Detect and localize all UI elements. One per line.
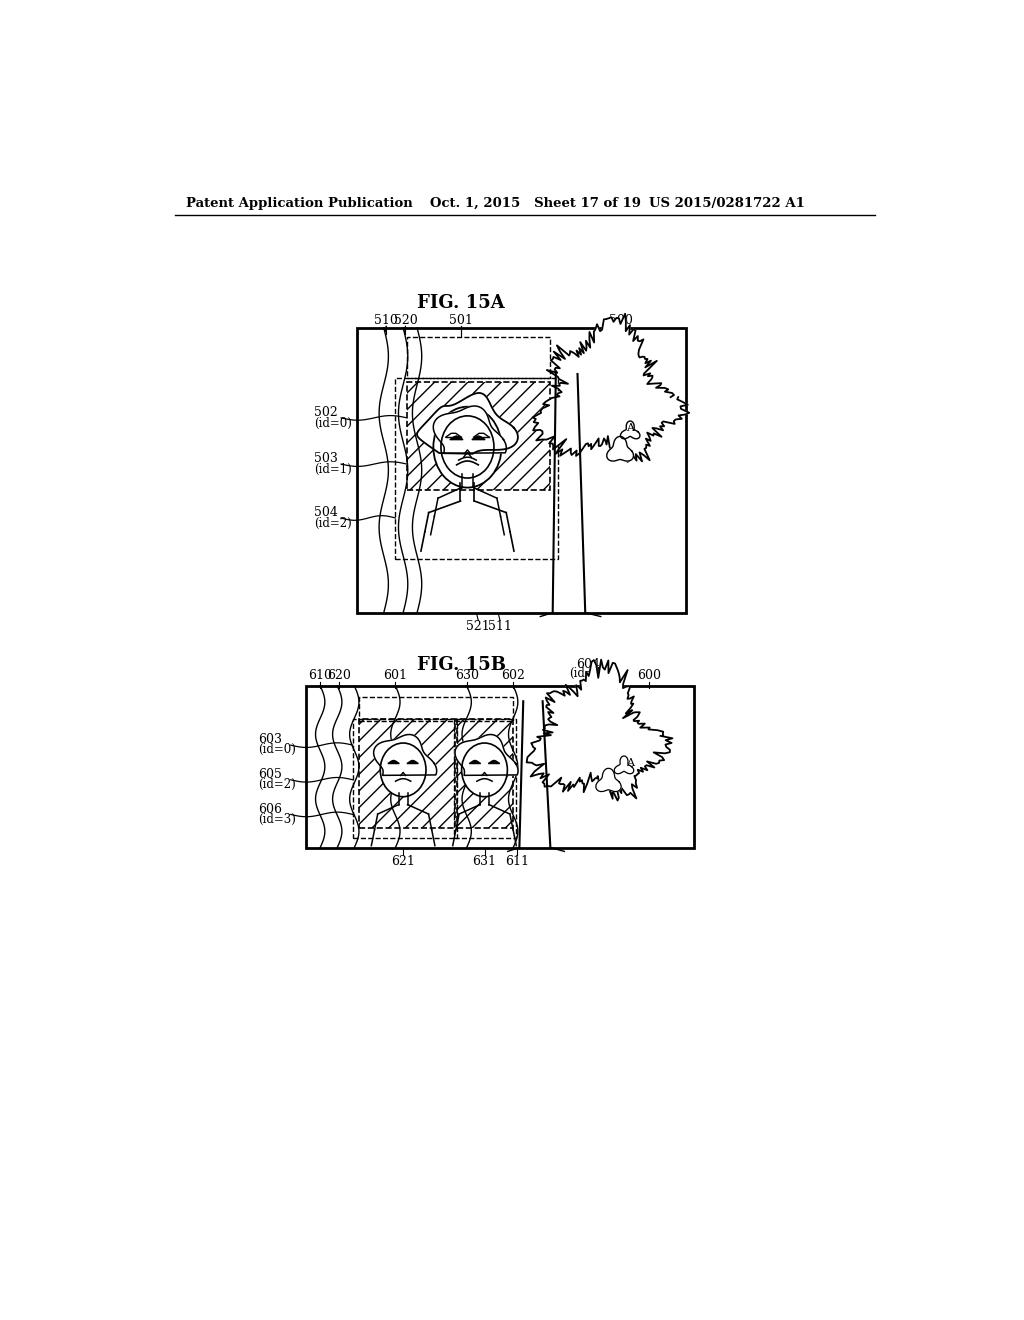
Text: 611: 611	[505, 855, 529, 869]
Text: A: A	[627, 758, 634, 768]
Polygon shape	[607, 437, 634, 461]
Text: 604: 604	[577, 657, 600, 671]
Bar	[407, 337, 550, 378]
Polygon shape	[596, 768, 622, 792]
Text: 511: 511	[488, 620, 512, 634]
Polygon shape	[469, 760, 480, 763]
Text: 605: 605	[258, 768, 282, 781]
Bar	[458, 719, 513, 829]
Text: FIG. 15B: FIG. 15B	[417, 656, 506, 675]
Text: 621: 621	[391, 855, 415, 869]
Polygon shape	[433, 407, 506, 453]
Text: (id=3): (id=3)	[258, 813, 296, 825]
Text: (id=1): (id=1)	[314, 463, 352, 477]
Text: 610: 610	[308, 669, 332, 682]
Text: (id=0): (id=0)	[258, 743, 296, 756]
Polygon shape	[374, 734, 436, 775]
Text: 606: 606	[258, 803, 283, 816]
Polygon shape	[417, 393, 518, 454]
Polygon shape	[532, 314, 689, 462]
Text: Patent Application Publication: Patent Application Publication	[186, 197, 413, 210]
Bar	[356, 327, 686, 612]
Polygon shape	[388, 760, 399, 763]
Ellipse shape	[441, 416, 494, 478]
Text: 602: 602	[501, 669, 525, 682]
Bar	[395, 378, 558, 558]
Text: 631: 631	[472, 855, 497, 869]
Polygon shape	[450, 436, 463, 440]
Text: 510: 510	[374, 314, 398, 326]
Text: 521: 521	[466, 620, 490, 634]
Bar	[359, 697, 513, 721]
Text: (id=2): (id=2)	[258, 777, 296, 791]
Ellipse shape	[380, 743, 426, 797]
Bar	[352, 719, 458, 838]
Text: 600: 600	[637, 669, 660, 682]
Text: Oct. 1, 2015   Sheet 17 of 19: Oct. 1, 2015 Sheet 17 of 19	[430, 197, 641, 210]
Text: 501: 501	[450, 314, 473, 326]
Text: 630: 630	[455, 669, 478, 682]
Ellipse shape	[433, 407, 502, 487]
Text: (id=2): (id=2)	[314, 517, 352, 529]
Bar	[407, 381, 550, 490]
Text: 603: 603	[258, 733, 283, 746]
Bar	[359, 719, 455, 829]
Ellipse shape	[462, 743, 507, 797]
Bar	[454, 719, 515, 838]
Polygon shape	[614, 756, 634, 774]
Text: A: A	[627, 422, 634, 433]
Text: 500: 500	[609, 314, 633, 326]
Polygon shape	[407, 760, 419, 763]
Text: 601: 601	[383, 669, 408, 682]
Text: FIG. 15A: FIG. 15A	[418, 294, 505, 312]
Polygon shape	[472, 436, 485, 440]
Text: 504: 504	[314, 506, 338, 519]
Bar	[306, 686, 693, 847]
Polygon shape	[526, 660, 673, 800]
Polygon shape	[455, 734, 518, 775]
Text: 520: 520	[393, 314, 418, 326]
Text: (id=0): (id=0)	[314, 417, 352, 430]
Text: (id=1): (id=1)	[569, 667, 607, 680]
Text: 503: 503	[314, 453, 338, 465]
Polygon shape	[488, 760, 500, 763]
Text: 502: 502	[314, 407, 338, 418]
Text: US 2015/0281722 A1: US 2015/0281722 A1	[649, 197, 805, 210]
Text: 620: 620	[327, 669, 351, 682]
Polygon shape	[621, 421, 640, 438]
